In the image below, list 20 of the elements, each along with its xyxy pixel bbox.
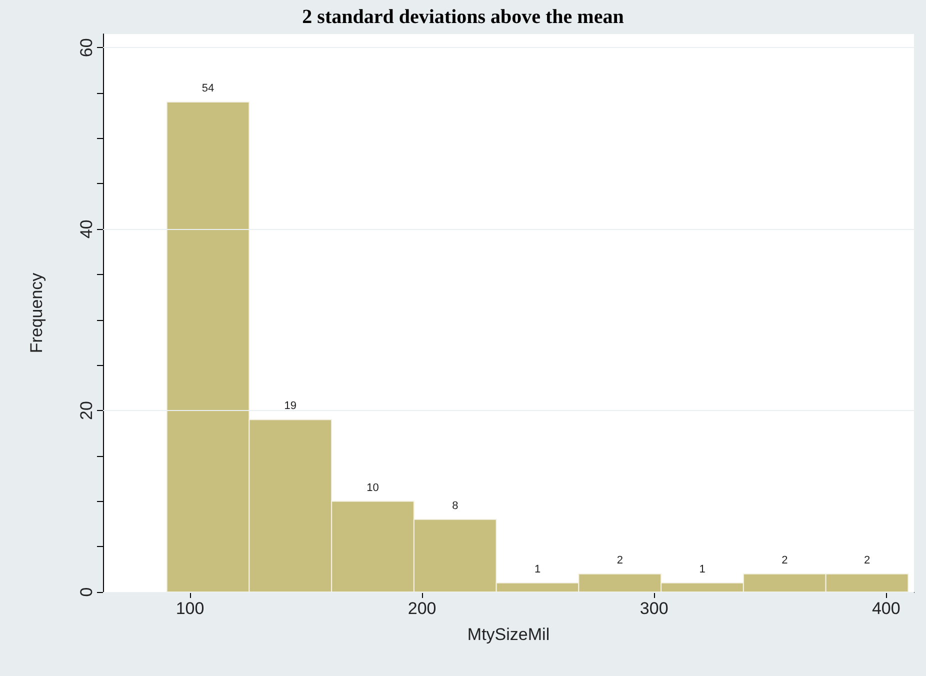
data-label: 8 (452, 500, 458, 512)
data-label: 1 (699, 563, 706, 576)
data-label: 19 (284, 400, 296, 412)
data-label: 2 (616, 554, 623, 566)
data-label: 2 (864, 554, 870, 566)
data-label: 2 (782, 554, 788, 566)
x-tick-label: 200 (408, 599, 436, 618)
x-tick-label: 100 (176, 599, 204, 618)
y-tick-label: 40 (77, 220, 96, 239)
data-label: 10 (366, 482, 379, 494)
x-tick-label: 400 (872, 599, 900, 618)
data-label: 54 (202, 82, 214, 95)
data-label: 1 (534, 563, 541, 576)
y-axis-title: Frequency (27, 272, 46, 354)
chart-title: 2 standard deviations above the mean (302, 6, 624, 28)
x-axis-title: MtySizeMil (467, 625, 550, 644)
x-tick-label: 300 (640, 599, 668, 618)
y-tick-label: 60 (77, 38, 96, 58)
y-tick-label: 0 (77, 587, 96, 597)
y-tick-label: 20 (77, 401, 96, 420)
